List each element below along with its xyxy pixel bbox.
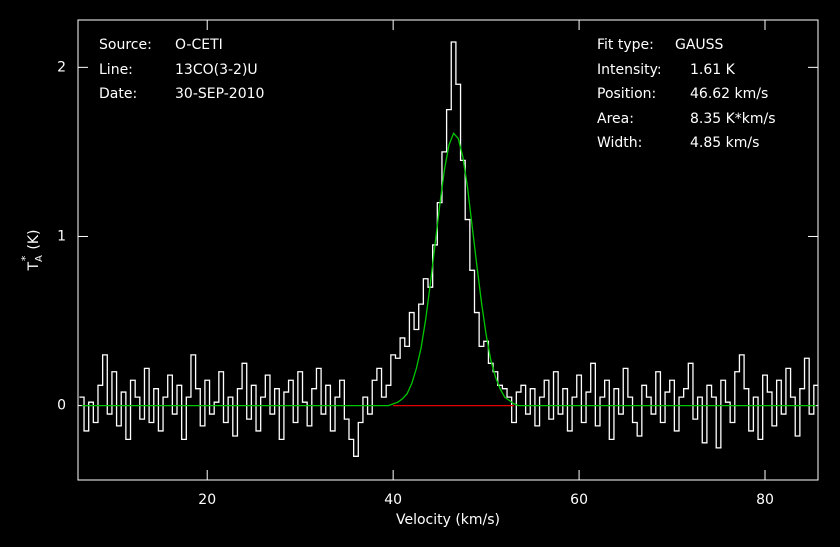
x-tick-label: 20 bbox=[198, 492, 216, 508]
x-tick-label: 80 bbox=[756, 492, 774, 508]
fit-value: 46.62 km/s bbox=[690, 86, 768, 102]
y-axis-label: TA* (K) bbox=[19, 229, 45, 271]
fit-value: 4.85 km/s bbox=[690, 135, 759, 151]
header-label: Line: bbox=[99, 62, 133, 78]
header-value: 30-SEP-2010 bbox=[175, 86, 264, 102]
header-label: Source: bbox=[99, 37, 152, 53]
header-value: 13CO(3-2)U bbox=[175, 62, 258, 78]
plot-frame bbox=[77, 19, 819, 481]
fit-value: 8.35 K*km/s bbox=[690, 111, 776, 127]
header-value: O-CETI bbox=[175, 37, 223, 53]
fit-line bbox=[81, 132, 817, 407]
fit-label: Area: bbox=[597, 111, 634, 127]
y-label-sup: * bbox=[19, 255, 32, 261]
spectrum-line bbox=[79, 41, 819, 457]
fit-label: Width: bbox=[597, 135, 642, 151]
x-tick-label: 60 bbox=[570, 492, 588, 508]
y-tick-label: 2 bbox=[57, 59, 66, 75]
fit-value: GAUSS bbox=[675, 37, 724, 53]
fit-label: Fit type: bbox=[597, 37, 654, 53]
y-tick-label: 0 bbox=[57, 398, 66, 414]
fit-label: Intensity: bbox=[597, 62, 662, 78]
y-label-sub: A bbox=[34, 255, 45, 262]
header-label: Date: bbox=[99, 86, 137, 102]
fit-value: 1.61 K bbox=[690, 62, 736, 78]
fit-label: Position: bbox=[597, 86, 656, 102]
y-label-main: T bbox=[26, 262, 42, 272]
y-label-unit: (K) bbox=[26, 229, 42, 249]
y-tick-label: 1 bbox=[57, 228, 66, 244]
x-axis-label: Velocity (km/s) bbox=[396, 512, 500, 528]
x-tick-label: 40 bbox=[384, 492, 402, 508]
